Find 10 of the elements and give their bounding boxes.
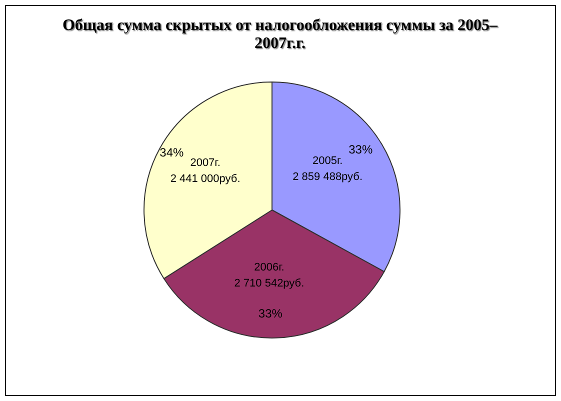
slice-label: 2005г. — [312, 155, 343, 168]
text: 2 441 000руб. — [170, 173, 240, 186]
text: 2 710 542руб. — [234, 277, 304, 290]
slice-label: 2006г. — [254, 261, 284, 274]
chart-title: Общая сумма скрытых от налогообложения суммы за 2005–2007г.г. — [61, 17, 499, 53]
data-label: 33% — [258, 306, 283, 321]
slice-label: 2007г. — [190, 157, 220, 170]
text: 2 859 488руб. — [292, 171, 363, 184]
data-label: 33% — [348, 142, 373, 157]
data-label: 34% — [160, 146, 184, 160]
